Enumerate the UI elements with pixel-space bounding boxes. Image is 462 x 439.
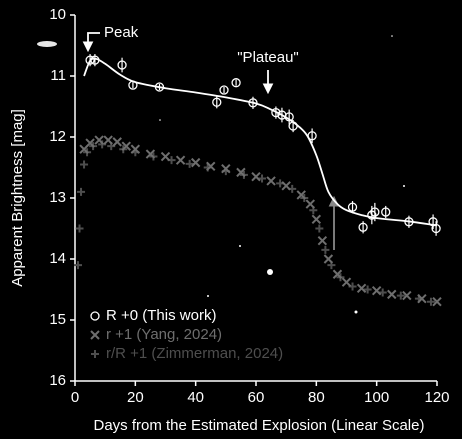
y-tick-label: 13 — [49, 189, 66, 206]
y-tick-label: 16 — [49, 372, 66, 389]
data-point — [324, 255, 332, 263]
x-tick-label: 120 — [424, 389, 449, 406]
y-tick-label: 14 — [49, 250, 66, 267]
legend-marker — [91, 312, 99, 320]
data-point — [358, 284, 366, 292]
data-point — [104, 136, 112, 144]
data-point — [177, 156, 185, 164]
data-point — [80, 160, 88, 168]
y-tick-label: 10 — [49, 6, 66, 23]
data-point — [76, 225, 84, 233]
data-point — [192, 159, 200, 167]
data-point — [252, 173, 260, 181]
y-tick-label: 11 — [50, 67, 66, 84]
data-point — [318, 237, 326, 245]
data-point — [267, 177, 275, 185]
legend-marker — [91, 350, 99, 358]
y-tick-label: 12 — [49, 128, 66, 145]
x-tick-label: 80 — [308, 389, 325, 406]
x-axis-label: Days from the Estimated Explosion (Linea… — [94, 417, 425, 434]
x-tick-label: 20 — [127, 389, 144, 406]
annotation: Peak — [104, 24, 139, 41]
data-point — [315, 225, 323, 233]
annotations: Peak "Plateau" — [88, 24, 334, 250]
data-point — [373, 287, 381, 295]
x-tick-label: 40 — [187, 389, 204, 406]
data-point — [321, 246, 329, 254]
data-point — [282, 182, 290, 190]
legend-label: r/R +1 (Zimmerman, 2024) — [106, 345, 283, 362]
legend-marker — [91, 331, 99, 339]
y-tick-label: 15 — [49, 311, 66, 328]
x-tick-label: 60 — [248, 389, 265, 406]
stars — [37, 35, 405, 313]
data-point — [77, 188, 85, 196]
data-point — [95, 136, 103, 144]
data-point — [312, 215, 320, 223]
x-tick-label: 100 — [364, 389, 389, 406]
legend-label: R +0 (This work) — [106, 307, 216, 324]
data-point — [113, 138, 121, 146]
data-point — [343, 278, 351, 286]
chart: Apparent Brightness [mag] Days from the … — [0, 0, 462, 439]
y-axis-label: Apparent Brightness [mag] — [9, 109, 26, 287]
legend-label: r +1 (Yang, 2024) — [106, 326, 222, 343]
x-tick-label: 0 — [71, 389, 79, 406]
data-point — [388, 290, 396, 298]
annotation-arrow — [88, 33, 100, 50]
annotation: "Plateau" — [237, 49, 299, 66]
data-point — [162, 153, 170, 161]
data-point — [306, 200, 314, 208]
